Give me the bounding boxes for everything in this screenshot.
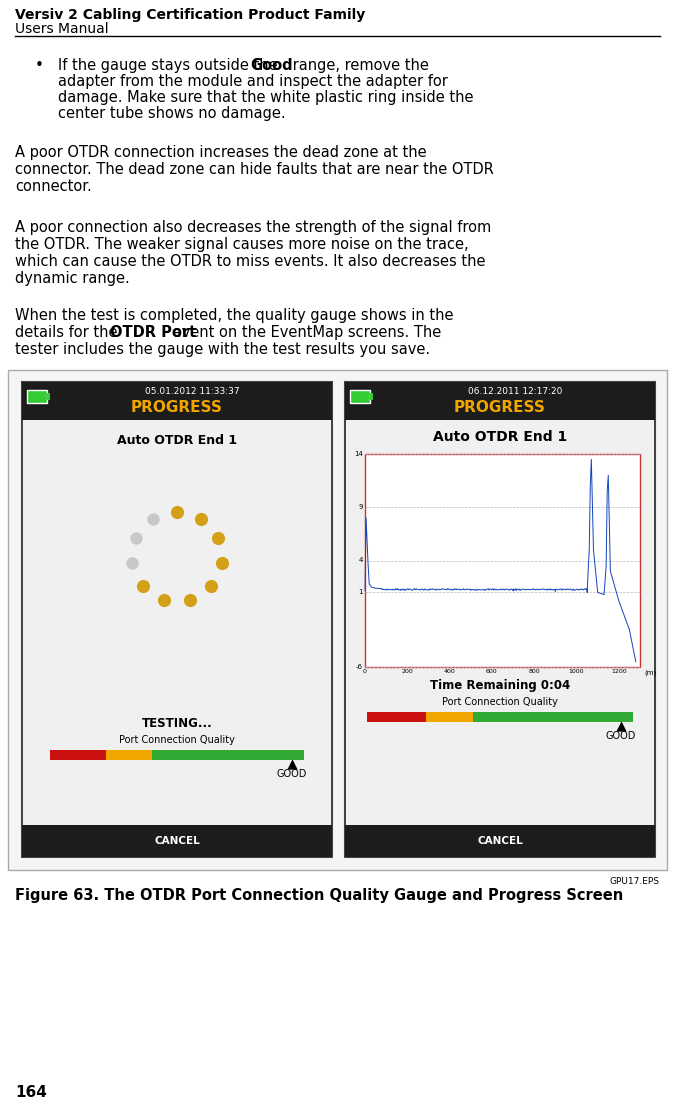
Text: 1200: 1200 bbox=[611, 669, 626, 674]
Text: A poor OTDR connection increases the dead zone at the: A poor OTDR connection increases the dea… bbox=[15, 145, 427, 160]
Text: Figure 63. The OTDR Port Connection Quality Gauge and Progress Screen: Figure 63. The OTDR Port Connection Qual… bbox=[15, 888, 623, 902]
Text: When the test is completed, the quality gauge shows in the: When the test is completed, the quality … bbox=[15, 307, 454, 323]
Text: (m): (m) bbox=[644, 669, 656, 676]
Point bbox=[196, 510, 207, 528]
Point bbox=[184, 592, 195, 609]
Text: 0: 0 bbox=[363, 669, 367, 674]
Text: Auto OTDR End 1: Auto OTDR End 1 bbox=[117, 434, 237, 447]
Text: 200: 200 bbox=[402, 669, 413, 674]
Bar bbox=[365, 453, 640, 667]
Point bbox=[138, 577, 148, 595]
Text: Users Manual: Users Manual bbox=[15, 22, 109, 36]
Text: CANCEL: CANCEL bbox=[477, 836, 523, 846]
Text: 1000: 1000 bbox=[569, 669, 585, 674]
Bar bbox=[370, 393, 373, 400]
Point bbox=[147, 510, 158, 528]
Point bbox=[127, 554, 138, 572]
Text: Versiv 2 Cabling Certification Product Family: Versiv 2 Cabling Certification Product F… bbox=[15, 8, 365, 22]
Bar bbox=[27, 390, 47, 403]
FancyBboxPatch shape bbox=[80, 830, 224, 853]
Bar bbox=[345, 382, 655, 857]
Point bbox=[216, 554, 227, 572]
Text: event on the EventMap screens. The: event on the EventMap screens. The bbox=[168, 325, 441, 340]
Bar bbox=[345, 825, 655, 857]
Point bbox=[171, 503, 182, 521]
Text: 164: 164 bbox=[15, 1085, 47, 1100]
FancyBboxPatch shape bbox=[398, 830, 542, 853]
Text: 400: 400 bbox=[443, 669, 456, 674]
Point bbox=[206, 577, 217, 595]
Text: A poor connection also decreases the strength of the signal from: A poor connection also decreases the str… bbox=[15, 220, 491, 234]
Point bbox=[616, 717, 626, 734]
Text: GPU17.EPS: GPU17.EPS bbox=[610, 877, 660, 886]
Text: connector.: connector. bbox=[15, 179, 92, 194]
Text: 4: 4 bbox=[358, 557, 363, 563]
Text: Port Connection Quality: Port Connection Quality bbox=[119, 735, 235, 745]
Text: dynamic range.: dynamic range. bbox=[15, 271, 130, 286]
Text: Port Connection Quality: Port Connection Quality bbox=[442, 697, 558, 707]
Text: •: • bbox=[35, 58, 44, 73]
Text: -6: -6 bbox=[356, 664, 363, 670]
Text: OTDR Port: OTDR Port bbox=[110, 325, 196, 340]
Bar bbox=[22, 382, 332, 857]
Bar bbox=[367, 712, 425, 722]
Text: GOOD: GOOD bbox=[277, 769, 307, 779]
Bar bbox=[152, 750, 304, 760]
Bar bbox=[47, 393, 50, 400]
Text: details for the: details for the bbox=[15, 325, 122, 340]
Bar bbox=[473, 712, 633, 722]
Text: TESTING...: TESTING... bbox=[142, 717, 213, 730]
Text: 9: 9 bbox=[358, 504, 363, 510]
Text: Auto OTDR End 1: Auto OTDR End 1 bbox=[433, 430, 567, 444]
Text: Time Remaining 0:04: Time Remaining 0:04 bbox=[430, 679, 570, 692]
Text: 600: 600 bbox=[486, 669, 497, 674]
Bar bbox=[22, 382, 332, 420]
Bar bbox=[50, 750, 106, 760]
Text: 1: 1 bbox=[358, 589, 363, 595]
Point bbox=[159, 592, 169, 609]
Bar bbox=[8, 371, 667, 870]
Text: 14: 14 bbox=[354, 451, 363, 457]
Text: 05.01.2012 11:33:37: 05.01.2012 11:33:37 bbox=[144, 387, 240, 396]
Text: PROGRESS: PROGRESS bbox=[131, 400, 223, 415]
Text: 800: 800 bbox=[529, 669, 540, 674]
Text: GOOD: GOOD bbox=[606, 731, 636, 741]
Text: center tube shows no damage.: center tube shows no damage. bbox=[58, 106, 286, 121]
Text: 06.12.2011 12:17:20: 06.12.2011 12:17:20 bbox=[468, 387, 562, 396]
Bar bbox=[345, 382, 655, 420]
Text: adapter from the module and inspect the adapter for: adapter from the module and inspect the … bbox=[58, 74, 448, 88]
Text: Good: Good bbox=[250, 58, 293, 73]
Bar bbox=[22, 825, 332, 857]
Bar bbox=[425, 712, 473, 722]
Point bbox=[131, 530, 142, 547]
Bar bbox=[350, 390, 370, 403]
Text: damage. Make sure that the white plastic ring inside the: damage. Make sure that the white plastic… bbox=[58, 90, 473, 105]
Text: connector. The dead zone can hide faults that are near the OTDR: connector. The dead zone can hide faults… bbox=[15, 161, 494, 177]
Point bbox=[213, 530, 223, 547]
Text: the OTDR. The weaker signal causes more noise on the trace,: the OTDR. The weaker signal causes more … bbox=[15, 237, 468, 252]
Point bbox=[287, 755, 298, 773]
Bar bbox=[23, 420, 331, 825]
Bar bbox=[106, 750, 152, 760]
Text: CANCEL: CANCEL bbox=[154, 836, 200, 846]
Text: which can cause the OTDR to miss events. It also decreases the: which can cause the OTDR to miss events.… bbox=[15, 254, 485, 269]
Text: tester includes the gauge with the test results you save.: tester includes the gauge with the test … bbox=[15, 342, 430, 357]
Text: range, remove the: range, remove the bbox=[288, 58, 429, 73]
Text: If the gauge stays outside the: If the gauge stays outside the bbox=[58, 58, 282, 73]
Text: PROGRESS: PROGRESS bbox=[454, 400, 546, 415]
Bar bbox=[346, 420, 654, 825]
